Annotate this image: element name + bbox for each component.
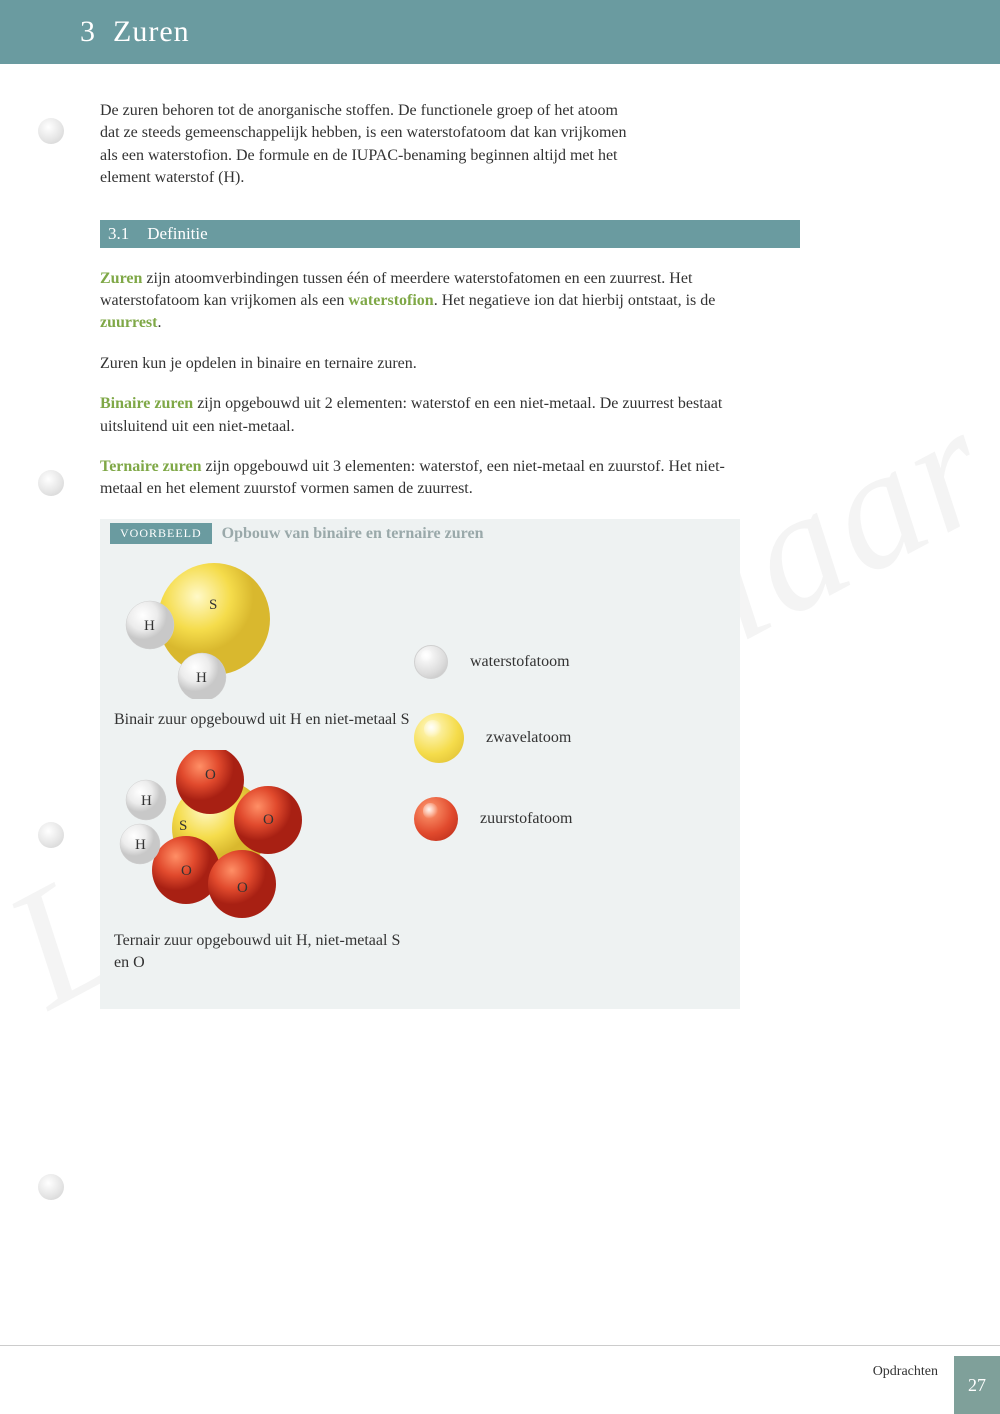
punch-hole (38, 1174, 64, 1200)
section-title: Definitie (147, 224, 207, 244)
sulfur-icon (414, 713, 464, 763)
example-header: VOORBEELD Opbouw van binaire en ternaire… (100, 519, 740, 549)
legend-row-hydrogen: waterstofatoom (414, 645, 726, 679)
example-title: Opbouw van binaire en ternaire zuren (222, 525, 484, 543)
section-number: 3.1 (108, 224, 129, 244)
binaire-paragraph: Binaire zuren zijn opgebouwd uit 2 eleme… (100, 393, 740, 438)
term-binaire: Binaire zuren (100, 395, 193, 412)
chapter-title: 3 Zuren (80, 15, 190, 49)
page-content: De zuren behoren tot de anorganische sto… (0, 64, 740, 1009)
term-zuurrest: zuurrest (100, 314, 157, 331)
legend-row-oxygen: zuurstofatoom (414, 797, 726, 841)
body-paragraph: Zuren kun je opdelen in binaire en terna… (100, 353, 740, 375)
intro-paragraph: De zuren behoren tot de anorganische sto… (100, 100, 640, 190)
ternary-caption: Ternair zuur opgebouwd uit H, niet-metaa… (114, 930, 414, 973)
svg-text:O: O (181, 863, 192, 879)
legend-label: waterstofatoom (470, 653, 570, 671)
svg-text:H: H (196, 670, 207, 686)
svg-text:O: O (205, 767, 216, 783)
svg-text:H: H (135, 837, 146, 853)
ternaire-paragraph: Ternaire zuren zijn opgebouwd uit 3 elem… (100, 456, 740, 501)
example-box: VOORBEELD Opbouw van binaire en ternaire… (100, 519, 740, 1010)
binary-caption: Binair zuur opgebouwd uit H en niet-meta… (114, 709, 414, 731)
section-heading: 3.1 Definitie (100, 220, 800, 248)
chapter-header: 3 Zuren (0, 0, 1000, 64)
svg-text:O: O (237, 880, 248, 896)
svg-text:S: S (209, 597, 217, 613)
term-zuren: Zuren (100, 270, 142, 287)
legend-label: zwavelatoom (486, 729, 571, 747)
footer-label: Opdrachten (873, 1364, 938, 1380)
term-waterstofion: waterstofion (348, 292, 433, 309)
ternary-molecule: H H S O O O O (114, 750, 344, 920)
svg-text:H: H (144, 618, 155, 634)
footer-divider (0, 1345, 1000, 1346)
legend-row-sulfur: zwavelatoom (414, 713, 726, 763)
legend-label: zuurstofatoom (480, 810, 572, 828)
svg-text:H: H (141, 793, 152, 809)
legend: waterstofatoom zwavelatoom zuurstofatoom (414, 559, 726, 994)
definition-paragraph: Zuren zijn atoomverbindingen tussen één … (100, 268, 740, 335)
svg-text:S: S (179, 818, 187, 834)
page-number: 27 (954, 1356, 1000, 1414)
hydrogen-icon (414, 645, 448, 679)
binary-molecule: H S H (114, 559, 314, 699)
term-ternaire: Ternaire zuren (100, 458, 201, 475)
oxygen-icon (414, 797, 458, 841)
example-badge: VOORBEELD (110, 523, 212, 544)
svg-text:O: O (263, 812, 274, 828)
